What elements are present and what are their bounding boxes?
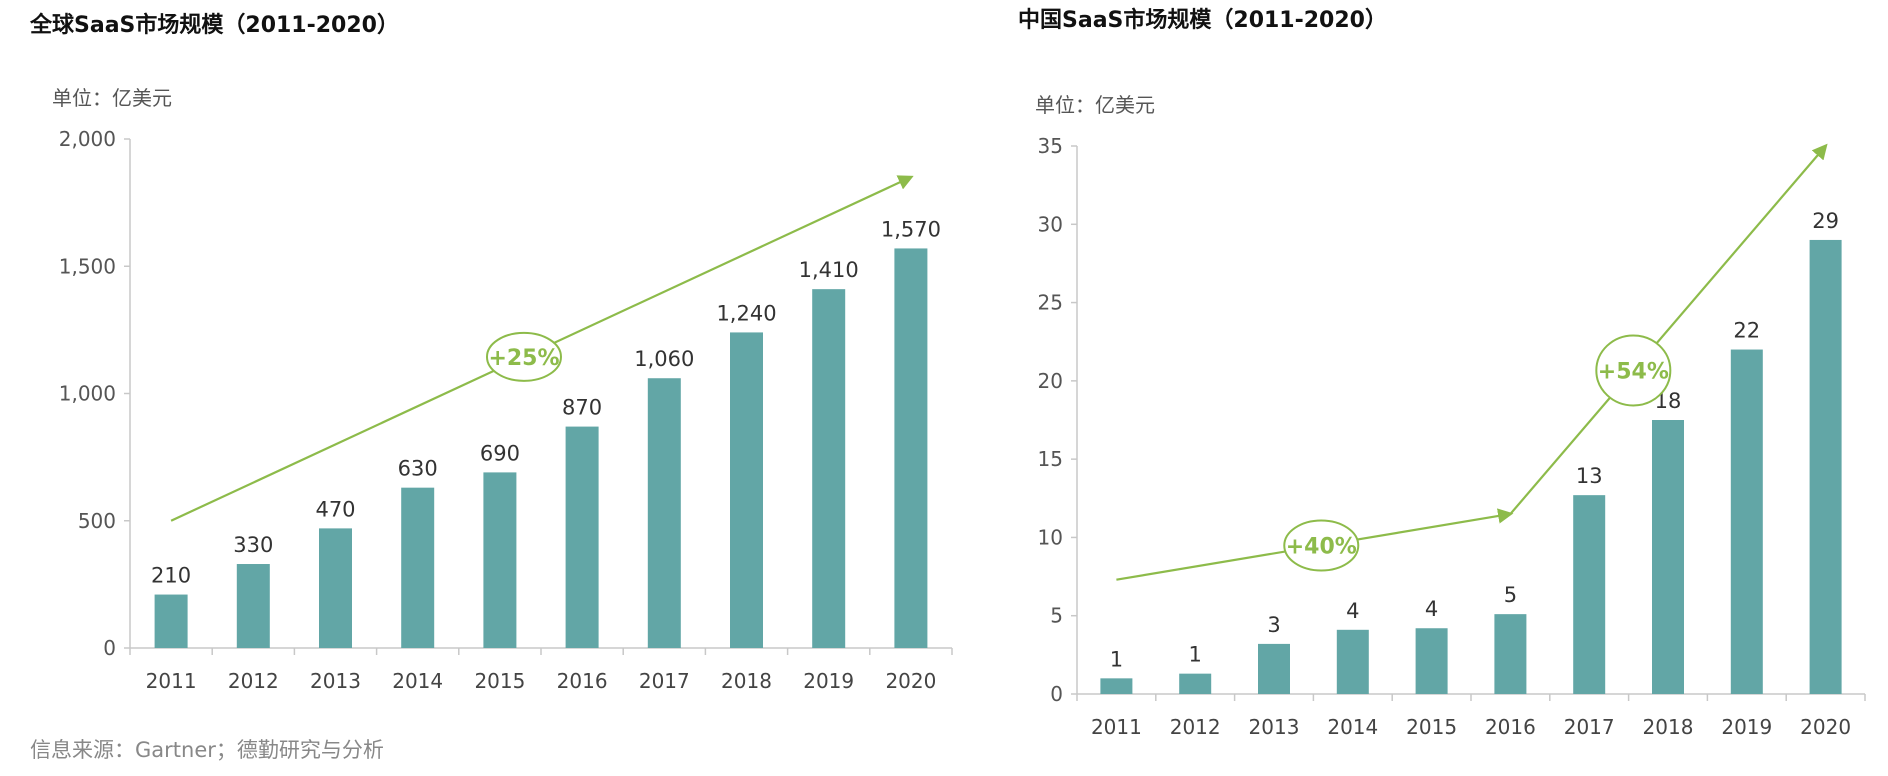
x-tick-label: 2016	[557, 669, 608, 693]
growth-label: +54%	[1598, 359, 1669, 384]
growth-label: +40%	[1286, 535, 1357, 560]
bar-2019	[1730, 349, 1763, 694]
bar-2013	[319, 528, 352, 648]
x-tick-label: 2014	[392, 669, 443, 693]
y-tick-label: 30	[1038, 212, 1063, 236]
growth-label: +25%	[488, 346, 559, 371]
y-tick-label: 10	[1038, 525, 1063, 549]
data-label: 870	[562, 396, 602, 420]
x-tick-label: 2017	[1564, 715, 1615, 739]
y-tick-label: 1,000	[59, 382, 116, 406]
bar-2014	[1336, 629, 1369, 694]
chart-title: 全球SaaS市场规模（2011-2020）	[29, 12, 399, 38]
x-tick-label: 2020	[885, 669, 936, 693]
x-tick-label: 2019	[1721, 715, 1772, 739]
bar-2017	[1573, 495, 1606, 694]
data-label: 1,570	[881, 217, 941, 241]
data-label: 3	[1267, 613, 1280, 637]
bar-2020	[894, 248, 928, 648]
x-tick-label: 2015	[474, 669, 525, 693]
data-label: 13	[1576, 464, 1603, 488]
y-tick-label: 5	[1050, 604, 1063, 628]
x-tick-label: 2018	[1643, 715, 1694, 739]
source-note: 信息来源：Gartner；德勤研究与分析	[30, 738, 384, 762]
x-tick-label: 2016	[1485, 715, 1536, 739]
bar-2016	[1494, 614, 1527, 694]
x-tick-label: 2012	[1170, 715, 1221, 739]
bar-2014	[401, 487, 435, 648]
plot-area: 0 5 10 15 20 25 30 35 1 2011 1 2012 3 2013 4 2014 4 2015 5…	[1038, 134, 1866, 739]
y-tick-label: 0	[103, 636, 116, 660]
data-label: 470	[315, 497, 355, 521]
growth-ellipse	[485, 331, 562, 382]
bar-2019	[812, 289, 846, 648]
y-tick-label: 500	[78, 509, 116, 533]
y-tick-label: 0	[1050, 682, 1063, 706]
bar-2012	[236, 564, 270, 648]
bar-2013	[1258, 643, 1290, 694]
bar-2018	[1652, 420, 1684, 694]
x-tick-label: 2020	[1800, 715, 1851, 739]
x-tick-label: 2017	[639, 669, 690, 693]
y-tick-label: 20	[1038, 369, 1063, 393]
data-label: 4	[1346, 599, 1359, 623]
x-tick-label: 2015	[1406, 715, 1457, 739]
y-tick-label: 1,500	[59, 254, 116, 278]
x-tick-label: 2011	[146, 669, 197, 693]
data-label: 29	[1812, 209, 1839, 233]
x-tick-label: 2013	[1249, 715, 1300, 739]
data-label: 210	[151, 564, 191, 588]
data-label: 1,060	[634, 347, 694, 371]
bar-2020	[1809, 239, 1842, 694]
bar-2012	[1179, 673, 1212, 694]
data-label: 1,240	[716, 301, 776, 325]
chart-title: 中国SaaS市场规模（2011-2020）	[1018, 7, 1387, 33]
bar-2011	[1100, 678, 1133, 694]
unit-label: 单位：亿美元	[52, 86, 172, 110]
trend-arrow	[1509, 143, 1828, 515]
bar-2016	[565, 426, 599, 648]
data-label: 5	[1504, 583, 1517, 607]
x-tick-label: 2012	[228, 669, 279, 693]
data-label: 22	[1733, 319, 1760, 343]
x-tick-label: 2019	[803, 669, 854, 693]
data-label: 630	[398, 457, 438, 481]
bar-2015	[483, 472, 517, 648]
y-tick-label: 2,000	[59, 127, 116, 151]
x-tick-label: 2018	[721, 669, 772, 693]
data-label: 1	[1189, 643, 1202, 667]
bar-2018	[730, 332, 763, 648]
x-tick-label: 2011	[1091, 715, 1142, 739]
growth-ellipse	[1595, 334, 1672, 407]
bar-2011	[154, 594, 188, 648]
global-saas-chart: 全球SaaS市场规模（2011-2020） 单位：亿美元 0 500 1,000 1,…	[29, 12, 953, 693]
unit-label: 单位：亿美元	[1035, 93, 1155, 117]
data-label: 1	[1110, 647, 1123, 671]
growth-ellipse	[1283, 519, 1360, 572]
data-label: 1,410	[799, 258, 859, 282]
y-tick-label: 25	[1038, 291, 1063, 315]
y-tick-label: 35	[1038, 134, 1063, 158]
china-saas-chart: 中国SaaS市场规模（2011-2020） 单位：亿美元 05101520253…	[1018, 7, 1866, 739]
data-label: 4	[1425, 597, 1438, 621]
y-tick-label: 15	[1038, 447, 1063, 471]
data-label: 330	[233, 533, 273, 557]
bar-2017	[647, 378, 681, 648]
x-tick-label: 2013	[310, 669, 361, 693]
bar-2015	[1415, 628, 1448, 694]
x-tick-label: 2014	[1327, 715, 1378, 739]
plot-area: 0 500 1,000 1,500 2,000 210 2011 330 2012 470 2013…	[59, 127, 953, 693]
data-label: 690	[480, 441, 520, 465]
